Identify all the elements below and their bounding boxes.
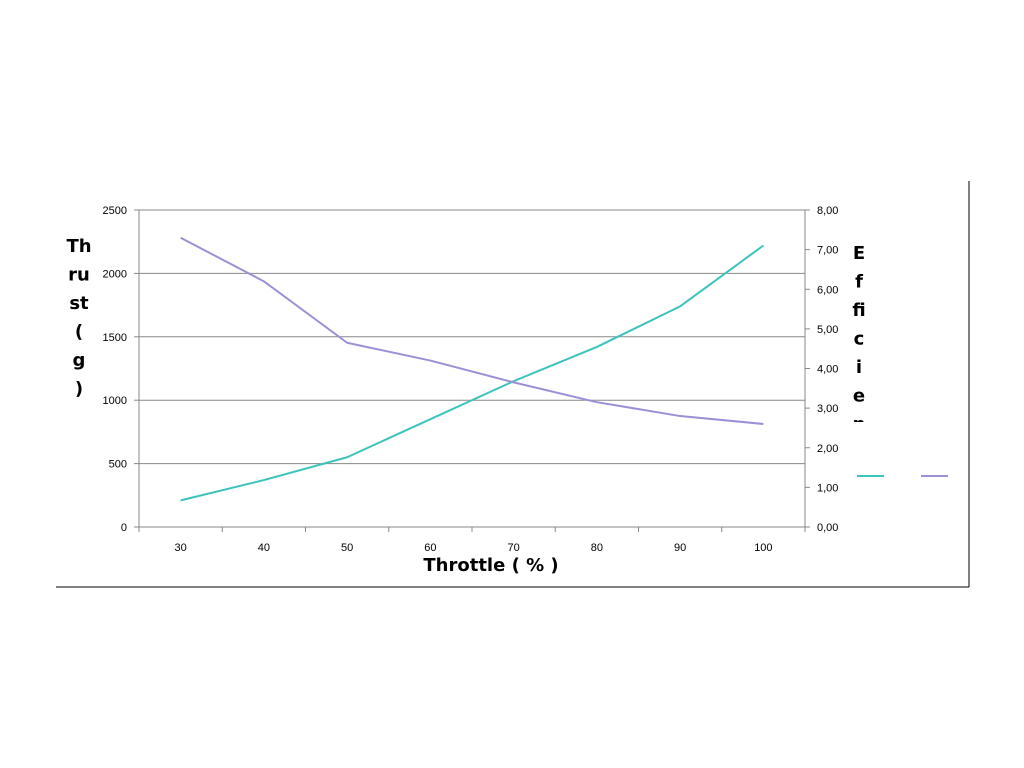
y-axis-title-left-line: g [73, 350, 86, 371]
y-tick-label-right: 0,00 [817, 522, 838, 534]
y-axis-title-right-line: i [856, 357, 862, 378]
y-axis-title-right-line: e [853, 386, 865, 407]
gridlines [139, 209, 805, 528]
y-tick-label-right: 3,00 [817, 403, 838, 415]
y-axis-title-left: Th ru st ( g) [66, 236, 91, 400]
y-tick-label-right: 2,00 [817, 443, 838, 455]
x-tick-label: 80 [591, 542, 603, 554]
y-axis-title-left-line: st [69, 293, 89, 314]
y-axis-title-right-line: c [854, 329, 865, 350]
x-tick-label: 40 [258, 542, 270, 554]
x-tick-label: 70 [508, 542, 520, 554]
y-tick-label-left: 500 [109, 459, 127, 471]
series-line-1 [180, 244, 764, 502]
y-tick-label-right: 5,00 [817, 324, 838, 336]
x-tick-label: 100 [754, 542, 772, 554]
y-axis-title-right-line: n [853, 414, 866, 435]
y-axis-title-right-line: E [853, 243, 865, 264]
y-tick-label-left: 2000 [103, 268, 127, 280]
y-axis-title-left-line: Th [66, 236, 91, 257]
y-tick-label-right: 7,00 [817, 245, 838, 257]
y-tick-label-left: 1500 [103, 332, 127, 344]
series-line-2 [180, 236, 764, 425]
y-axis-title-left-line: ) [75, 379, 83, 400]
y-tick-label-left: 0 [121, 522, 127, 534]
x-tick-label: 30 [175, 542, 187, 554]
y-tick-label-left: 1000 [103, 395, 127, 407]
y-tick-label-left: 2500 [103, 205, 127, 217]
axes: 0 500 1000 1500 2000 2500 0,00 1,00 2,00 3,00 4,00… [103, 205, 839, 554]
y-tick-label-right: 6,00 [817, 284, 838, 296]
x-tick-label: 60 [424, 542, 436, 554]
y-axis-title-right-line: fi [852, 300, 865, 321]
y-axis-title-right-line: f [855, 272, 863, 293]
y-tick-label-right: 4,00 [817, 364, 838, 376]
x-tick-label: 50 [341, 542, 353, 554]
x-axis-title: Throttle ( % ) [423, 555, 558, 576]
x-tick-label: 90 [674, 542, 686, 554]
series-lines [180, 236, 764, 502]
y-axis-title-left-line: ru [68, 265, 90, 286]
y-tick-label-right: 1,00 [817, 482, 838, 494]
y-tick-label-right: 8,00 [817, 205, 838, 217]
y-axis-title-left-line: ( [75, 322, 83, 343]
